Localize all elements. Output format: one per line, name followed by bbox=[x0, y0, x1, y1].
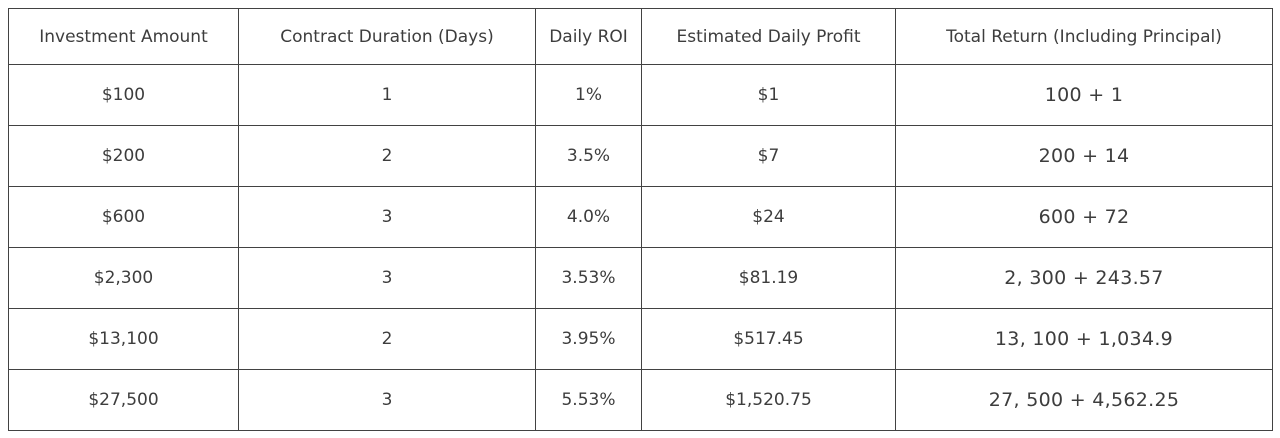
cell-daily-profit: $517.45 bbox=[641, 308, 896, 370]
table-row: $2,300 3 3.53% $81.19 2, 300 + 243.57 bbox=[8, 247, 1273, 309]
cell-investment-amount: $27,500 bbox=[8, 369, 239, 431]
cell-contract-duration: 3 bbox=[238, 369, 536, 431]
cell-daily-roi: 3.95% bbox=[535, 308, 642, 370]
cell-contract-duration: 2 bbox=[238, 308, 536, 370]
cell-total-return: 600 + 72 bbox=[895, 186, 1273, 248]
cell-investment-amount: $2,300 bbox=[8, 247, 239, 309]
cell-daily-profit: $81.19 bbox=[641, 247, 896, 309]
cell-contract-duration: 3 bbox=[238, 247, 536, 309]
cell-contract-duration: 2 bbox=[238, 125, 536, 187]
cell-daily-profit: $24 bbox=[641, 186, 896, 248]
investment-roi-table: Investment Amount Contract Duration (Day… bbox=[8, 8, 1273, 431]
cell-total-return: 13, 100 + 1,034.9 bbox=[895, 308, 1273, 370]
cell-investment-amount: $13,100 bbox=[8, 308, 239, 370]
cell-daily-profit: $1 bbox=[641, 64, 896, 126]
table-row: $200 2 3.5% $7 200 + 14 bbox=[8, 125, 1273, 187]
table-row: $13,100 2 3.95% $517.45 13, 100 + 1,034.… bbox=[8, 308, 1273, 370]
cell-total-return: 2, 300 + 243.57 bbox=[895, 247, 1273, 309]
table-row: $27,500 3 5.53% $1,520.75 27, 500 + 4,56… bbox=[8, 369, 1273, 431]
cell-contract-duration: 1 bbox=[238, 64, 536, 126]
column-header-daily-roi: Daily ROI bbox=[535, 8, 642, 65]
column-header-estimated-daily-profit: Estimated Daily Profit bbox=[641, 8, 896, 65]
cell-contract-duration: 3 bbox=[238, 186, 536, 248]
cell-daily-roi: 5.53% bbox=[535, 369, 642, 431]
column-header-investment-amount: Investment Amount bbox=[8, 8, 239, 65]
table-row: $600 3 4.0% $24 600 + 72 bbox=[8, 186, 1273, 248]
cell-daily-profit: $7 bbox=[641, 125, 896, 187]
cell-total-return: 200 + 14 bbox=[895, 125, 1273, 187]
cell-daily-roi: 4.0% bbox=[535, 186, 642, 248]
table-row: $100 1 1% $1 100 + 1 bbox=[8, 64, 1273, 126]
investment-plans-table-container: Investment Amount Contract Duration (Day… bbox=[8, 8, 1273, 431]
column-header-total-return: Total Return (Including Principal) bbox=[895, 8, 1273, 65]
cell-daily-profit: $1,520.75 bbox=[641, 369, 896, 431]
table-header-row: Investment Amount Contract Duration (Day… bbox=[8, 8, 1273, 65]
cell-daily-roi: 1% bbox=[535, 64, 642, 126]
cell-investment-amount: $200 bbox=[8, 125, 239, 187]
cell-daily-roi: 3.5% bbox=[535, 125, 642, 187]
cell-total-return: 27, 500 + 4,562.25 bbox=[895, 369, 1273, 431]
cell-total-return: 100 + 1 bbox=[895, 64, 1273, 126]
column-header-contract-duration: Contract Duration (Days) bbox=[238, 8, 536, 65]
cell-investment-amount: $600 bbox=[8, 186, 239, 248]
cell-investment-amount: $100 bbox=[8, 64, 239, 126]
cell-daily-roi: 3.53% bbox=[535, 247, 642, 309]
